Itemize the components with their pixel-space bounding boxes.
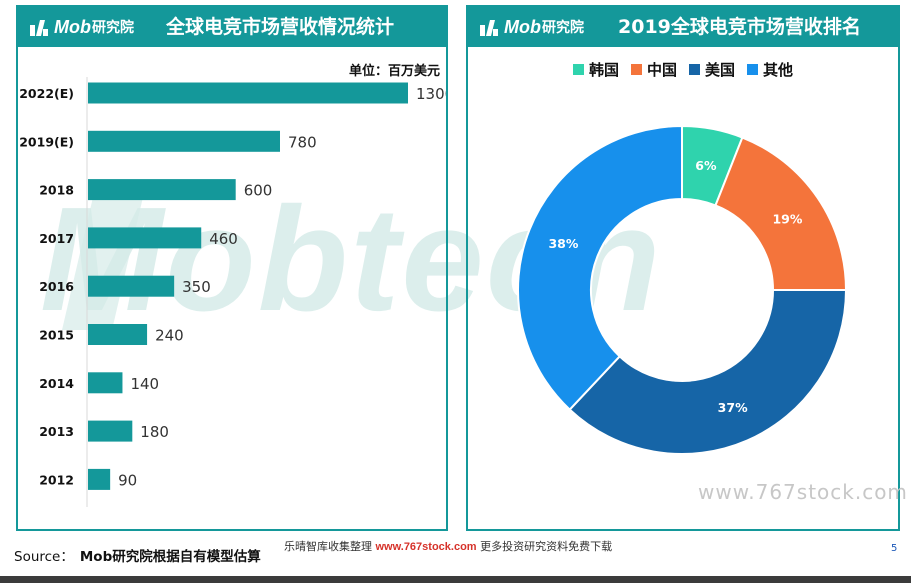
- category-label: 2014: [39, 376, 74, 391]
- panel-title: 2019全球电竞市场营收排名: [618, 16, 861, 38]
- category-label: 2022(E): [19, 86, 74, 101]
- bar: [88, 179, 236, 201]
- legend-swatch: [747, 64, 759, 75]
- brand-sub: 研究院: [91, 19, 134, 35]
- donut-chart: 6% 19% 37% 38%: [517, 124, 848, 455]
- value-label: 140: [130, 375, 159, 393]
- site-watermark: www.767stock.com: [698, 480, 908, 504]
- ranking-chart-panel: Mob 研究院 2019全球电竞市场营收排名 韩国 中国 美国 其他 6% 19% 37% 3…: [466, 5, 900, 531]
- donut-slice: [714, 136, 848, 291]
- value-label: 90: [118, 471, 137, 489]
- footer-note: 乐晴智库收集整理 www.767stock.com 更多投资研究资料免费下载: [284, 538, 612, 554]
- legend-swatch: [689, 64, 700, 75]
- value-label: 240: [155, 327, 184, 345]
- panel-title: 全球电竞市场营收情况统计: [166, 16, 395, 38]
- value-label: 1300: [416, 85, 446, 103]
- bar: [88, 420, 133, 442]
- bar-chart: 2022(E) 1300 2019(E) 780 2018 600 2017 460 2016 3…: [19, 77, 446, 507]
- footer-note-site: www.767stock.com: [375, 541, 477, 553]
- chart-legend: 韩国 中国 美国 其他: [468, 59, 898, 80]
- bar: [88, 372, 123, 394]
- bar: [88, 82, 408, 104]
- bar: [88, 275, 175, 297]
- background-watermark-logo-icon: [62, 180, 147, 330]
- brand-name: Mob: [54, 16, 91, 37]
- slice-label: 6%: [695, 158, 717, 173]
- page-number: 5: [891, 543, 898, 554]
- bar: [88, 468, 111, 490]
- panel-header: Mob 研究院 全球电竞市场营收情况统计: [18, 7, 446, 47]
- brand-logo: Mob 研究院: [28, 13, 134, 41]
- source-label: Source：: [14, 549, 74, 565]
- legend-item: 韩国: [572, 59, 619, 80]
- category-label: 2019(E): [19, 134, 74, 149]
- value-label: 460: [209, 230, 238, 248]
- value-label: 780: [288, 133, 317, 151]
- footer-note-prefix: 乐晴智库收集整理: [284, 540, 372, 553]
- legend-item: 美国: [689, 59, 735, 80]
- mob-logo-icon: [480, 20, 498, 36]
- source-value: Mob研究院根据自有模型估算: [79, 549, 261, 565]
- legend-item: 中国: [630, 59, 677, 80]
- value-label: 600: [244, 182, 273, 200]
- legend-swatch: [572, 64, 584, 75]
- bar: [88, 130, 280, 152]
- mob-logo-icon: [30, 20, 48, 36]
- donut-slice: [568, 289, 848, 455]
- category-label: 2016: [39, 279, 74, 294]
- bar: [88, 227, 202, 249]
- category-label: 2012: [39, 472, 74, 487]
- legend-label: 中国: [646, 61, 677, 79]
- legend-label: 其他: [763, 61, 794, 79]
- unit-label: 单位：百万美元: [348, 64, 440, 79]
- legend-swatch: [630, 64, 642, 75]
- category-label: 2017: [39, 231, 74, 246]
- slice-label: 19%: [772, 211, 802, 226]
- legend-label: 韩国: [588, 61, 619, 79]
- category-label: 2015: [39, 328, 74, 343]
- slice-label: 38%: [548, 236, 578, 251]
- slice-label: 37%: [718, 400, 748, 415]
- category-label: 2018: [39, 183, 74, 198]
- value-label: 180: [140, 423, 169, 441]
- brand-sub: 研究院: [541, 19, 584, 35]
- panel-header: Mob 研究院 2019全球电竞市场营收排名: [468, 7, 898, 47]
- bar: [88, 324, 148, 345]
- bottom-bar: [0, 576, 911, 583]
- source-note: Source： Mob研究院根据自有模型估算: [14, 545, 261, 565]
- brand-logo: Mob 研究院: [478, 13, 584, 41]
- category-label: 2013: [39, 424, 74, 439]
- legend-item: 其他: [747, 59, 793, 80]
- brand-name: Mob: [504, 16, 541, 37]
- donut-slice: [517, 124, 683, 411]
- legend-label: 美国: [705, 61, 736, 79]
- revenue-chart-panel: Mob研究院 全球电竞市场营收情况统计 单位：百万美元 2022(E)13002…: [16, 5, 448, 531]
- value-label: 350: [182, 278, 211, 296]
- footer-note-suffix: 更多投资研究资料免费下载: [480, 540, 613, 553]
